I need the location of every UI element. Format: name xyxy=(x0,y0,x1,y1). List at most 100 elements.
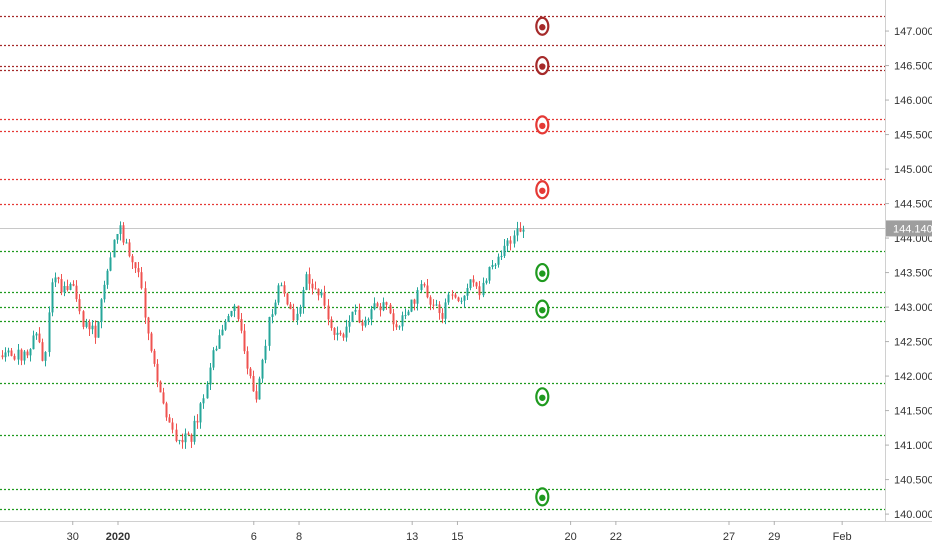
candle-body xyxy=(131,256,134,263)
candle-body xyxy=(268,316,271,346)
y-tick-label: 146.000 xyxy=(894,95,932,107)
candle-body xyxy=(218,335,221,349)
candle-body xyxy=(395,324,398,328)
candle-body xyxy=(420,284,423,291)
candle-body xyxy=(72,284,75,286)
candle-body xyxy=(475,282,478,287)
candle-body xyxy=(85,322,88,327)
candle-body xyxy=(367,319,370,321)
candle-body xyxy=(283,285,286,294)
level-marker-dot xyxy=(539,494,546,502)
candle-body xyxy=(451,294,454,296)
candle-body xyxy=(249,368,252,377)
candle-body xyxy=(478,286,481,296)
level-marker-dot xyxy=(539,306,546,314)
candle-body xyxy=(75,285,78,300)
candle-body xyxy=(429,297,432,305)
candle-body xyxy=(184,433,187,443)
candle-body xyxy=(485,280,488,283)
candle-body xyxy=(134,262,137,269)
candle-body xyxy=(237,305,240,320)
candle-body xyxy=(519,228,522,232)
candle-body xyxy=(48,312,51,353)
candle-body xyxy=(327,305,330,320)
candle-body xyxy=(69,284,72,290)
candle-body xyxy=(100,299,103,322)
level-marker-dot xyxy=(539,270,546,277)
candle-body xyxy=(447,294,450,303)
candle-body xyxy=(413,299,416,304)
candle-body xyxy=(330,319,333,329)
candle-body xyxy=(26,351,29,356)
time-axis[interactable]: 30 2020 6 8 13 15 20 22 27 29 Feb xyxy=(67,521,852,543)
last-price-badge xyxy=(886,220,932,237)
candle-body xyxy=(317,288,320,296)
candle-body xyxy=(274,302,277,315)
level-marker-support[interactable] xyxy=(535,387,550,407)
candle-body xyxy=(165,403,168,418)
y-tick-label: 140.500 xyxy=(894,475,932,487)
candle-body xyxy=(41,342,44,361)
candle-body xyxy=(333,328,336,335)
candle-body xyxy=(513,235,516,244)
candle-body xyxy=(82,311,85,327)
candle-body xyxy=(342,334,345,338)
x-tick-label: 15 xyxy=(451,531,463,543)
candle-body xyxy=(17,349,20,360)
level-marker-support[interactable] xyxy=(535,487,550,507)
candle-body xyxy=(44,352,47,361)
candle-body xyxy=(494,264,497,266)
level-marker-resistance_near[interactable] xyxy=(535,115,550,135)
level-marker-support[interactable] xyxy=(535,299,550,319)
candle-body xyxy=(438,304,441,314)
candle-body xyxy=(150,333,153,351)
x-tick-label: 30 xyxy=(67,531,79,543)
candle-body xyxy=(280,285,283,287)
y-tick-label: 143.000 xyxy=(894,302,932,314)
candle-body xyxy=(66,286,69,290)
candle-body xyxy=(323,292,326,306)
candle-body xyxy=(454,294,457,298)
x-tick-label: 8 xyxy=(296,531,302,543)
candle-body xyxy=(23,351,26,361)
candle-body xyxy=(376,303,379,307)
candle-body xyxy=(302,289,305,308)
candle-body xyxy=(113,239,116,258)
candle-body xyxy=(286,293,289,305)
candle-body xyxy=(264,345,267,360)
candle-body xyxy=(491,264,494,268)
y-tick-label: 141.500 xyxy=(894,406,932,418)
candle-body xyxy=(106,270,109,285)
candle-body xyxy=(289,304,292,310)
candle-body xyxy=(224,321,227,330)
candle-body xyxy=(472,279,475,283)
candle-body xyxy=(261,359,264,379)
candle-body xyxy=(128,242,131,257)
x-tick-label: 6 xyxy=(251,531,257,543)
candle-body xyxy=(60,279,63,293)
level-marker-support[interactable] xyxy=(535,262,550,283)
candle-body xyxy=(103,284,106,300)
candle-body xyxy=(339,332,342,335)
candle-body xyxy=(230,310,233,316)
candle-body xyxy=(246,351,249,369)
level-marker-resistance_near[interactable] xyxy=(535,180,550,200)
candle-body xyxy=(370,309,373,320)
candle-body xyxy=(1,355,4,358)
candle-body xyxy=(488,267,491,281)
y-tick-label: 142.000 xyxy=(894,371,932,383)
level-marker-dot xyxy=(539,394,546,401)
candle-body xyxy=(215,348,218,351)
candle-body xyxy=(168,417,171,423)
x-tick-label: 2020 xyxy=(106,531,130,543)
candle-body xyxy=(348,321,351,327)
candle-body xyxy=(187,433,190,435)
candle-body xyxy=(432,304,435,306)
y-tick-label: 141.000 xyxy=(894,440,932,452)
level-marker-resistance_far[interactable] xyxy=(535,16,550,36)
candle-body xyxy=(202,398,205,404)
candle-body xyxy=(305,274,308,290)
candle-body xyxy=(407,311,410,316)
level-marker-resistance_far[interactable] xyxy=(535,55,550,76)
